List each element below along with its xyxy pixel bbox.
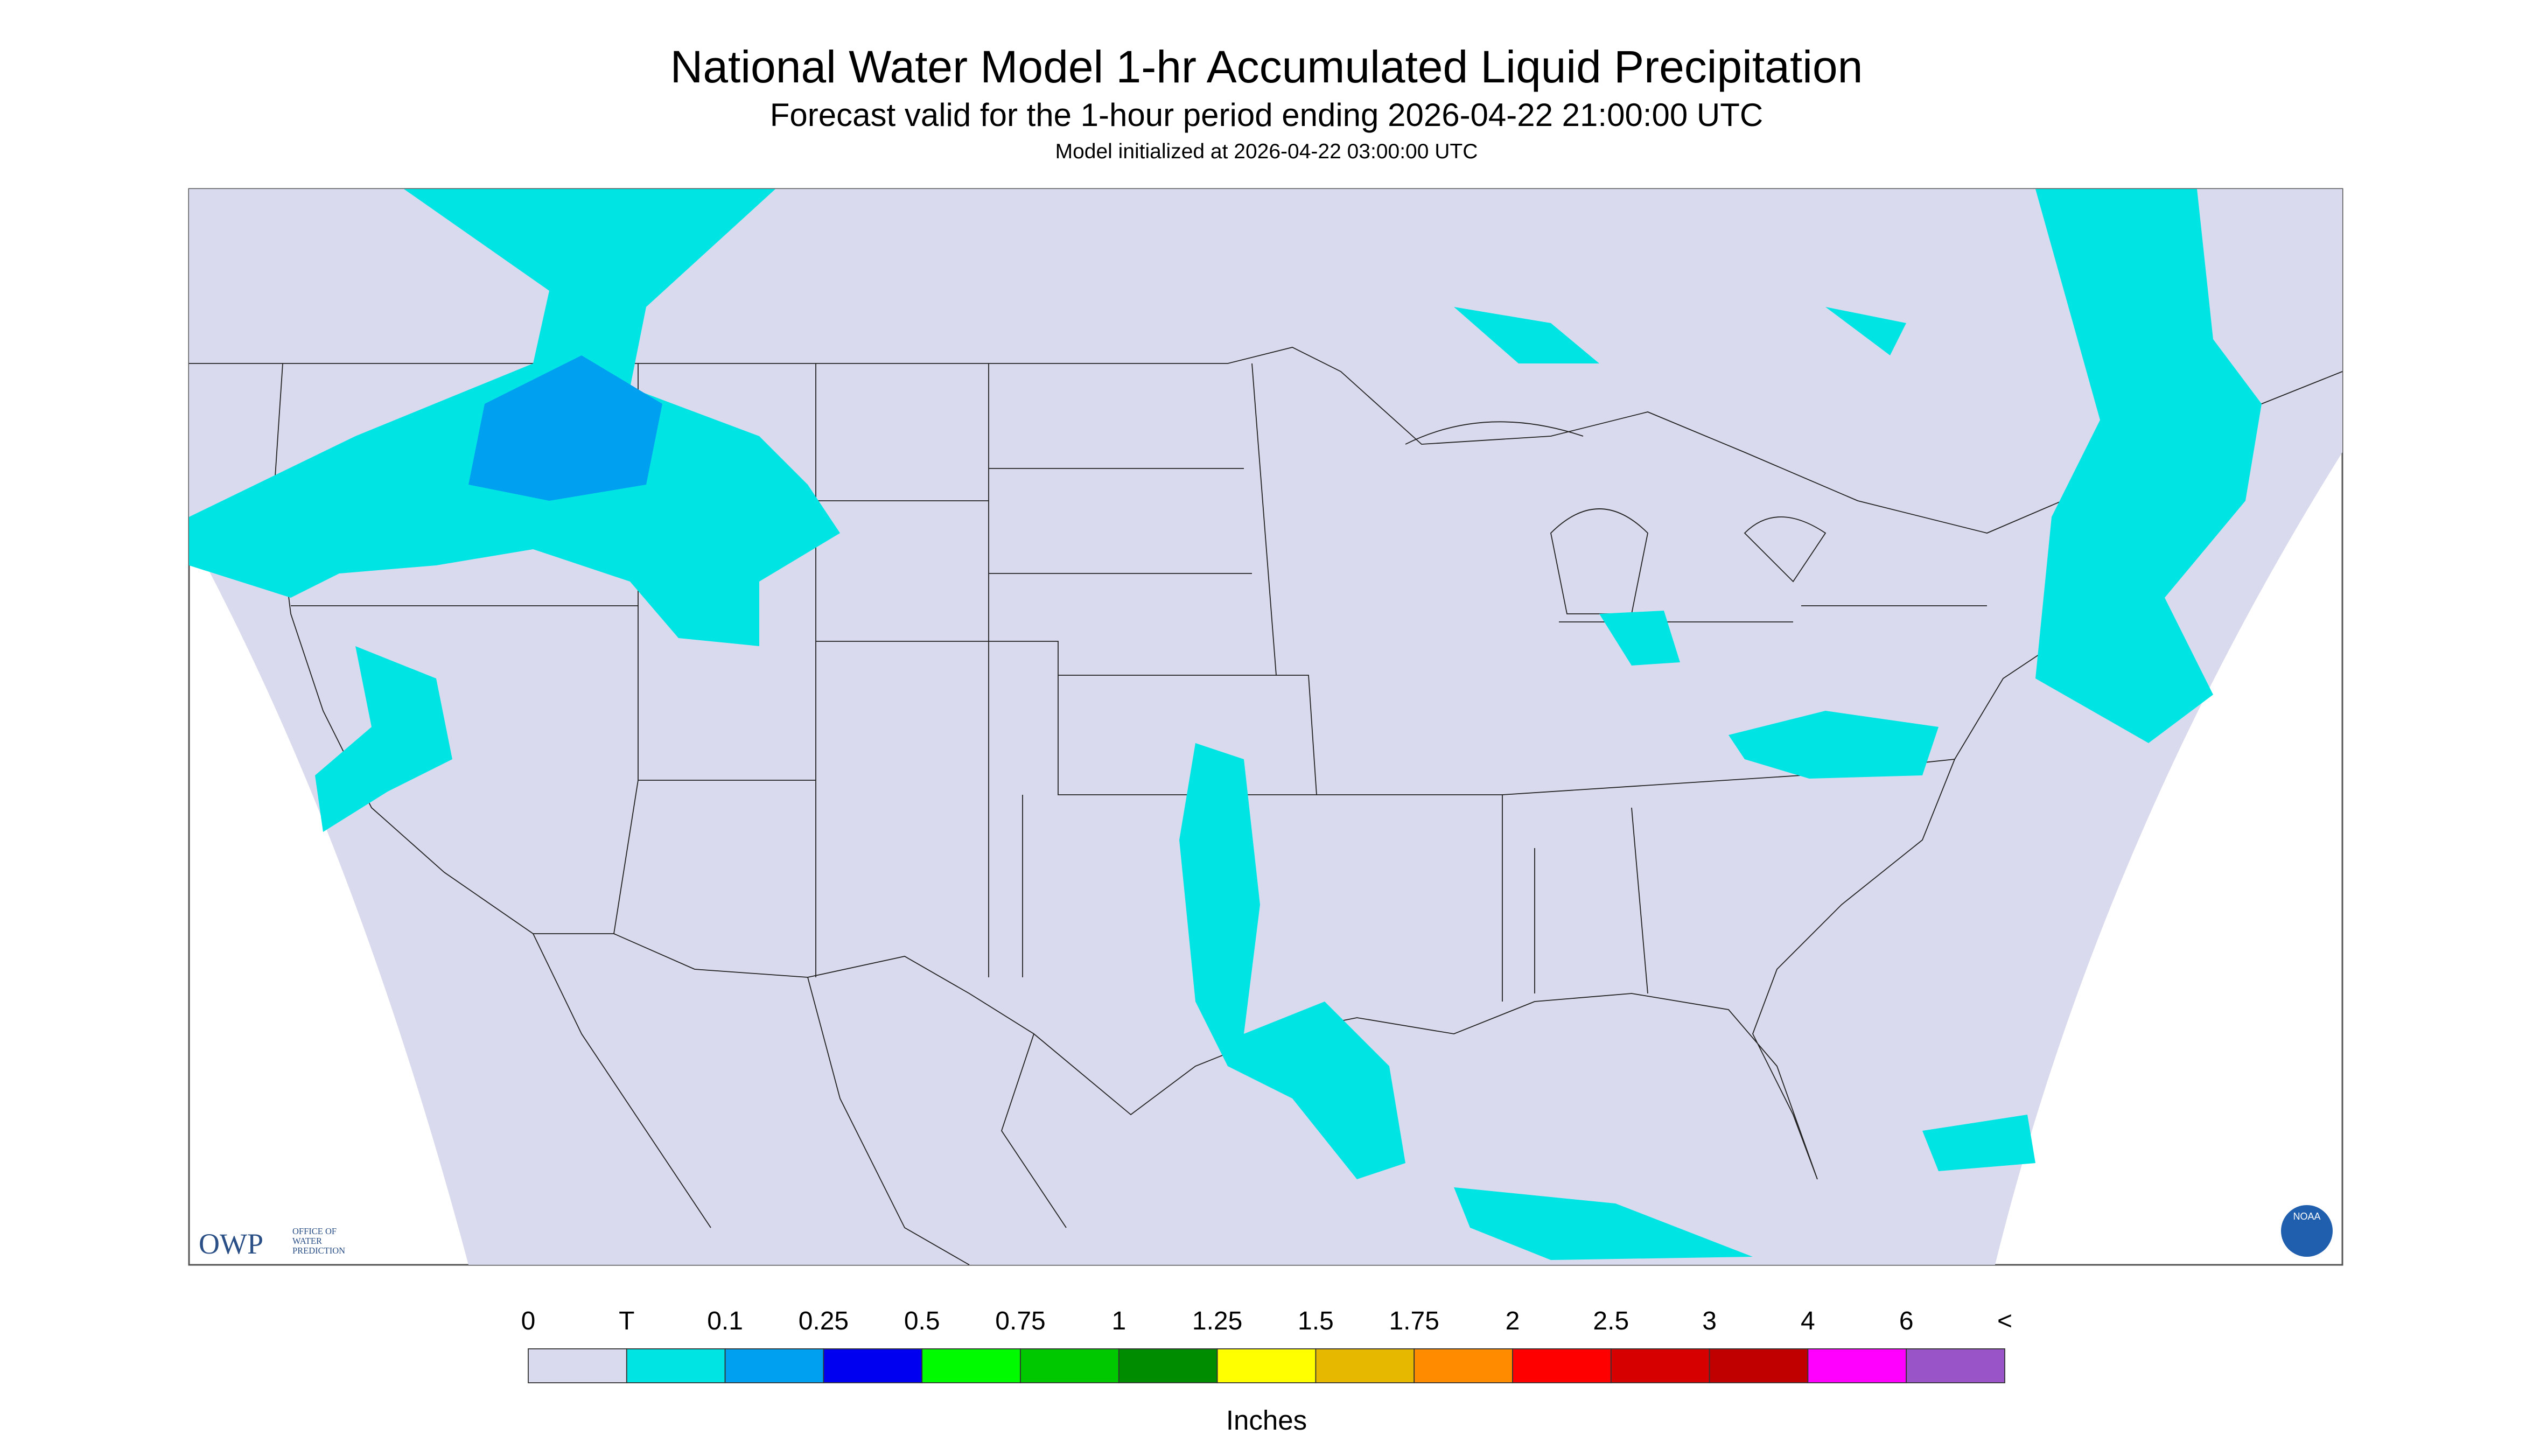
precip-area — [468, 355, 662, 501]
legend-swatch — [1020, 1348, 1119, 1383]
legend-swatch — [626, 1348, 726, 1383]
legend-swatch — [724, 1348, 824, 1383]
logo-text: OFFICE OF — [292, 1226, 337, 1236]
legend-swatch — [1315, 1348, 1415, 1383]
legend-swatch — [1610, 1348, 1710, 1383]
legend-swatch — [921, 1348, 1021, 1383]
model-domain — [189, 189, 2342, 1265]
legend-swatch — [1216, 1348, 1317, 1383]
legend-swatch — [1414, 1348, 1513, 1383]
precip-area — [1179, 743, 1405, 1180]
agency-logo-text: NOAA — [2293, 1211, 2320, 1222]
mexico-lines — [533, 933, 1067, 1265]
coastline — [274, 363, 2230, 1180]
legend: 0 T 0.1 0.25 0.5 0.75 1 1.25 1.5 1.75 2 2.5 3 4 6 < — [521, 1307, 2012, 1383]
precip-area — [1729, 711, 1939, 779]
legend-label: 1 — [1111, 1307, 1126, 1335]
logo-abbr: OWP — [199, 1228, 263, 1260]
legend-swatch — [1512, 1348, 1612, 1383]
agency-logo — [2281, 1205, 2333, 1257]
legend-label: T — [619, 1307, 634, 1335]
legend-label: 4 — [1801, 1307, 1815, 1335]
legend-label: 2.5 — [1593, 1307, 1629, 1335]
precip-area — [1454, 1187, 1753, 1261]
legend-swatch — [528, 1348, 627, 1383]
legend-label: 0 — [521, 1307, 536, 1335]
precip-area — [1454, 307, 1906, 364]
legend-swatch — [1807, 1348, 1907, 1383]
legend-label: 0.25 — [799, 1307, 849, 1335]
legend-label: < — [1997, 1307, 2012, 1335]
legend-label: 6 — [1899, 1307, 1914, 1335]
legend-swatch — [1709, 1348, 1809, 1383]
subtitle: Forecast valid for the 1-hour period end… — [770, 97, 1763, 133]
legend-swatch — [1906, 1348, 2005, 1383]
legend-label: 1.75 — [1389, 1307, 1439, 1335]
legend-swatch — [823, 1348, 923, 1383]
title: National Water Model 1-hr Accumulated Li… — [670, 41, 1863, 92]
legend-label: 0.75 — [995, 1307, 1045, 1335]
precip-area — [2035, 189, 2262, 744]
legend-label: 3 — [1702, 1307, 1717, 1335]
logo-text: PREDICTION — [292, 1245, 345, 1256]
precip-area — [1599, 611, 1680, 666]
legend-label: 1.25 — [1192, 1307, 1242, 1335]
legend-swatch — [1118, 1348, 1218, 1383]
logo-text: WATER — [292, 1236, 322, 1246]
init-time: Model initialized at 2026-04-22 03:00:00… — [1055, 140, 1478, 163]
precip-area — [1922, 1115, 2035, 1172]
legend-label: 2 — [1506, 1307, 1520, 1335]
legend-label: 0.5 — [904, 1307, 940, 1335]
precip-area — [315, 646, 452, 832]
great-lakes — [1405, 421, 1827, 614]
legend-label: 1.5 — [1298, 1307, 1334, 1335]
legend-units: Inches — [1226, 1405, 1307, 1436]
legend-label: 0.1 — [707, 1307, 743, 1335]
